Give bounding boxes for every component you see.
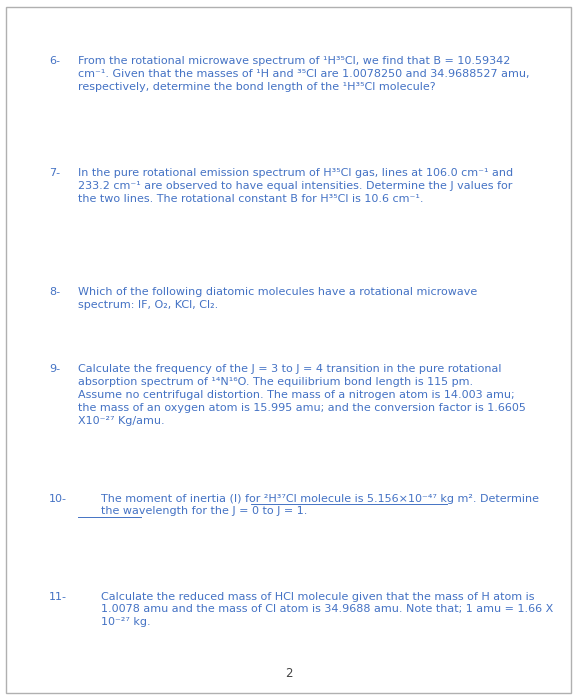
Text: 1.0078 amu and the mass of Cl atom is 34.9688 amu. Note that; 1 amu = 1.66 X: 1.0078 amu and the mass of Cl atom is 34…	[101, 604, 553, 615]
Text: 7-: 7-	[49, 168, 60, 178]
Text: cm⁻¹. Given that the masses of ¹H and ³⁵Cl are 1.0078250 and 34.9688527 amu,: cm⁻¹. Given that the masses of ¹H and ³⁵…	[78, 69, 529, 79]
Text: Calculate the frequency of the J = 3 to J = 4 transition in the pure rotational: Calculate the frequency of the J = 3 to …	[78, 364, 501, 374]
Text: 233.2 cm⁻¹ are observed to have equal intensities. Determine the J values for: 233.2 cm⁻¹ are observed to have equal in…	[78, 181, 512, 191]
Text: respectively, determine the bond length of the ¹H³⁵Cl molecule?: respectively, determine the bond length …	[78, 82, 436, 92]
Text: X10⁻²⁷ Kg/amu.: X10⁻²⁷ Kg/amu.	[78, 416, 164, 426]
Text: 10⁻²⁷ kg.: 10⁻²⁷ kg.	[101, 617, 151, 627]
Text: 2: 2	[285, 667, 292, 680]
Text: 8-: 8-	[49, 287, 60, 297]
Text: Calculate the reduced mass of HCl molecule given that the mass of H atom is: Calculate the reduced mass of HCl molecu…	[101, 592, 534, 601]
Text: Which of the following diatomic molecules have a rotational microwave: Which of the following diatomic molecule…	[78, 287, 477, 297]
Text: absorption spectrum of ¹⁴N¹⁶O. The equilibrium bond length is 115 pm.: absorption spectrum of ¹⁴N¹⁶O. The equil…	[78, 377, 473, 387]
Text: the two lines. The rotational constant B for H³⁵Cl is 10.6 cm⁻¹.: the two lines. The rotational constant B…	[78, 194, 424, 204]
Text: The moment of inertia (I) for ²H³⁷Cl molecule is 5.156×10⁻⁴⁷ kg m². Determine: The moment of inertia (I) for ²H³⁷Cl mol…	[101, 494, 539, 503]
Text: 9-: 9-	[49, 364, 60, 374]
Text: Assume no centrifugal distortion. The mass of a nitrogen atom is 14.003 amu;: Assume no centrifugal distortion. The ma…	[78, 390, 515, 400]
Text: In the pure rotational emission spectrum of H³⁵Cl gas, lines at 106.0 cm⁻¹ and: In the pure rotational emission spectrum…	[78, 168, 513, 178]
Text: 6-: 6-	[49, 56, 60, 66]
Text: the mass of an oxygen atom is 15.995 amu; and the conversion factor is 1.6605: the mass of an oxygen atom is 15.995 amu…	[78, 403, 526, 413]
Text: spectrum: IF, O₂, KCl, Cl₂.: spectrum: IF, O₂, KCl, Cl₂.	[78, 300, 218, 310]
Text: 11-: 11-	[49, 592, 67, 601]
Text: the wavelength for the J = 0 to J = 1.: the wavelength for the J = 0 to J = 1.	[101, 507, 308, 517]
Text: 10-: 10-	[49, 494, 67, 503]
Text: From the rotational microwave spectrum of ¹H³⁵Cl, we find that B = 10.59342: From the rotational microwave spectrum o…	[78, 56, 510, 66]
